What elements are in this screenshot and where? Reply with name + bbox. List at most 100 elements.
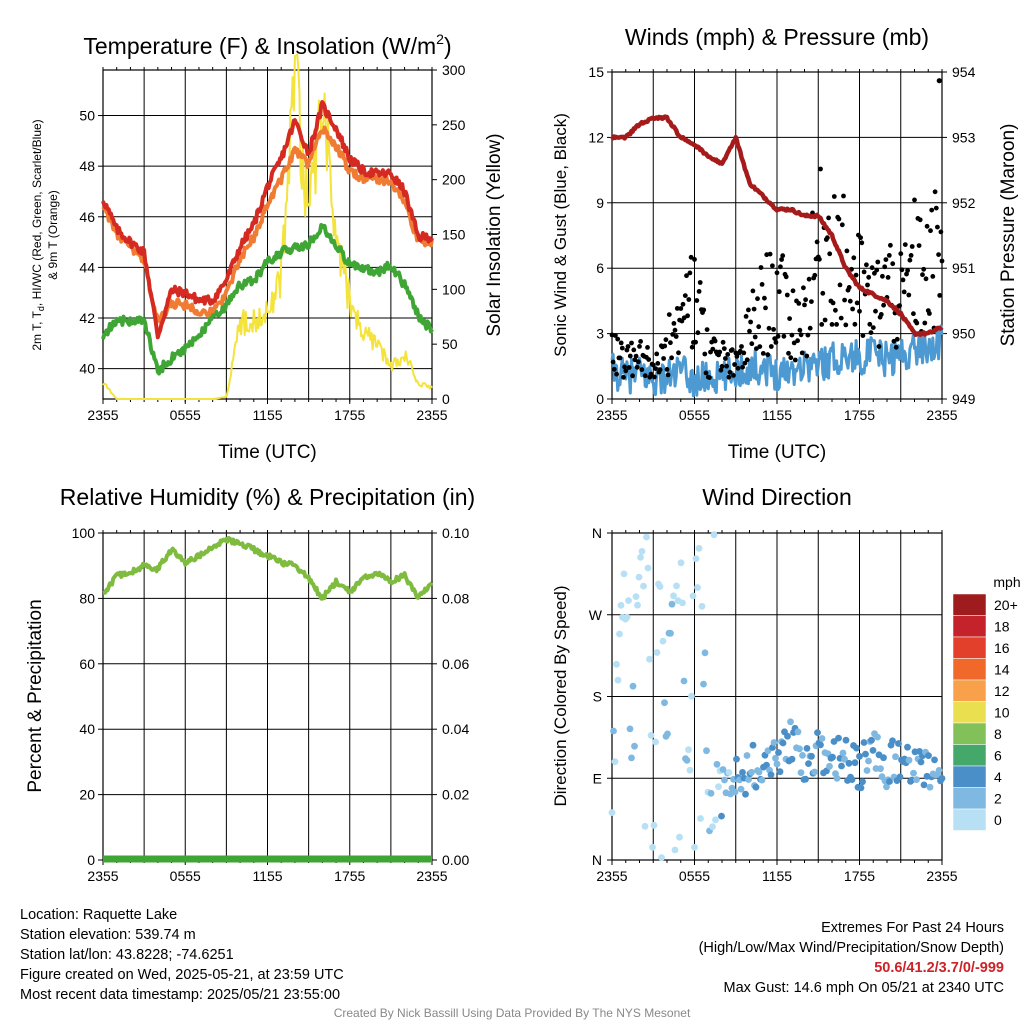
gust-point <box>766 325 772 331</box>
gust-point <box>905 268 910 273</box>
gust-point <box>854 300 860 306</box>
y2-tick-label: 950 <box>952 326 976 342</box>
x-tick-label: 2355 <box>926 407 957 423</box>
gust-point <box>817 256 822 262</box>
gust-point <box>611 366 617 372</box>
direction-point <box>632 593 640 600</box>
gust-point <box>909 244 915 249</box>
gust-point <box>920 272 925 278</box>
legend-label: 10 <box>994 705 1010 721</box>
direction-point <box>755 768 763 776</box>
direction-point <box>692 555 700 563</box>
direction-point <box>775 749 782 756</box>
gust-point <box>740 364 745 370</box>
direction-point <box>737 785 745 793</box>
gust-point <box>680 301 686 307</box>
direction-point <box>637 554 644 561</box>
direction-point <box>631 742 638 750</box>
gust-point <box>624 347 630 353</box>
gust-point <box>792 357 798 363</box>
y-axis-title: Direction (Colored By Speed) <box>551 585 570 806</box>
legend-label: 20+ <box>994 597 1018 613</box>
direction-point <box>770 739 778 746</box>
gust-point <box>904 271 909 277</box>
legend-color-swatch <box>952 658 987 681</box>
y-tick-label: 0 <box>596 391 604 407</box>
temperature-panel: 2355 0555 1155 1755 2355 40 42 44 46 48 50 0 50 100 15… <box>30 31 505 463</box>
x-axis-title: Time (UTC) <box>218 442 317 463</box>
gust-point <box>712 338 718 344</box>
direction-point <box>767 771 775 779</box>
x-tick-label: 2355 <box>596 868 627 884</box>
gust-point <box>642 373 648 379</box>
gust-point <box>756 324 762 330</box>
gust-point <box>818 166 823 172</box>
direction-point <box>661 699 668 707</box>
gust-point <box>619 345 625 351</box>
direction-point <box>610 727 617 735</box>
legend-color-swatch <box>952 701 987 724</box>
gust-point <box>873 308 878 314</box>
gust-point <box>702 351 708 357</box>
gust-point <box>933 205 939 211</box>
gust-point <box>718 367 724 373</box>
gust-point <box>668 340 673 346</box>
gust-point <box>614 371 619 377</box>
gust-point <box>750 288 756 294</box>
direction-point <box>931 756 938 764</box>
y-tick-label: 40 <box>79 721 95 737</box>
direction-point <box>920 781 928 789</box>
direction-point <box>614 676 622 684</box>
gust-point <box>726 374 732 380</box>
gust-point <box>886 253 892 258</box>
gust-point <box>859 240 865 246</box>
legend-color-swatch <box>952 679 987 702</box>
y2-tick-label: 0 <box>442 391 450 407</box>
direction-point <box>926 783 934 791</box>
direction-point <box>835 734 842 742</box>
legend-color-swatch <box>952 808 987 831</box>
y-tick-label: 44 <box>79 259 95 275</box>
direction-point <box>743 752 751 759</box>
gust-point <box>899 267 905 273</box>
direction-point <box>868 736 875 744</box>
gust-point <box>758 265 764 270</box>
gust-point <box>747 328 752 334</box>
y2-tick-label: 200 <box>442 172 466 188</box>
x-tick-label: 0555 <box>170 407 201 423</box>
gust-point <box>613 333 618 338</box>
gust-point <box>853 272 859 278</box>
gust-point <box>773 340 779 345</box>
gust-point <box>693 339 698 345</box>
extremes-info: Extremes For Past 24 Hours (High/Low/Max… <box>699 918 1004 998</box>
gust-point <box>858 235 863 241</box>
gust-point <box>914 320 920 326</box>
x-tick-label: 2355 <box>926 868 957 884</box>
gust-point <box>701 307 707 313</box>
y-axis-title: Sonic Wind & Gust (Blue, Black) <box>551 113 570 357</box>
y-tick-label: 80 <box>79 590 95 606</box>
direction-point <box>713 760 721 768</box>
gust-point <box>802 302 807 308</box>
gust-point <box>924 223 930 229</box>
series-line-td <box>101 223 434 376</box>
gust-point <box>618 340 624 346</box>
gust-point <box>707 375 712 380</box>
y-tick-label: N <box>592 852 602 868</box>
direction-point <box>686 766 694 774</box>
direction-point <box>848 776 856 783</box>
y-tick-label: S <box>593 689 602 705</box>
gust-point <box>630 373 635 379</box>
gust-point <box>803 297 808 303</box>
chart-title: Temperature (F) & Insolation (W/m2) <box>83 31 451 59</box>
gust-point <box>778 264 783 270</box>
gust-point <box>703 370 709 376</box>
direction-point <box>671 846 679 854</box>
gust-point <box>783 274 789 280</box>
gust-point <box>687 270 693 276</box>
direction-point <box>677 559 685 567</box>
gust-point <box>789 332 795 338</box>
gust-point <box>637 344 642 349</box>
